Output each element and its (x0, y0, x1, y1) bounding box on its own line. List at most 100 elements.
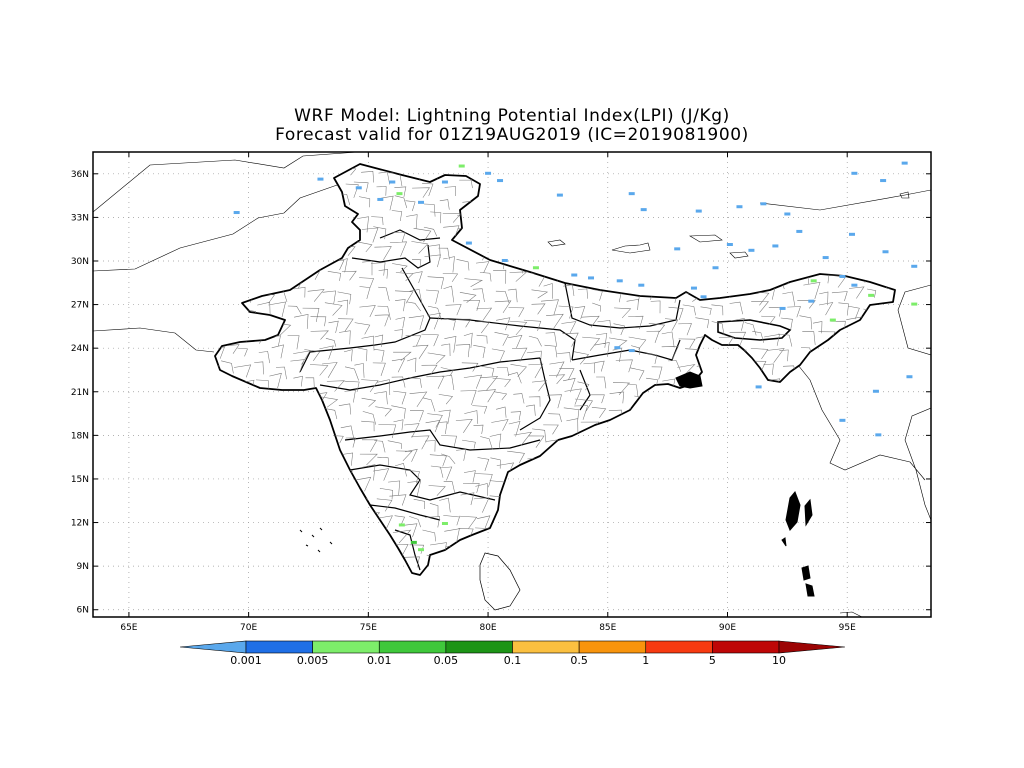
lpi-patch (616, 279, 623, 283)
lpi-patch (465, 241, 472, 245)
colorbar-swatch (578, 640, 647, 654)
lat-tick-label: 24N (71, 344, 89, 354)
lat-tick-label: 12N (71, 519, 89, 529)
lpi-patch (614, 346, 621, 350)
lpi-patch (760, 202, 767, 206)
lpi-patch (410, 540, 417, 544)
lakshadweep-islands (299, 527, 333, 553)
lpi-field (233, 161, 918, 552)
india-outline (214, 163, 896, 576)
lpi-patch (497, 179, 504, 183)
lake-outlines (547, 191, 910, 259)
lpi-patch (588, 276, 595, 280)
lpi-patch (674, 247, 681, 251)
colorbar-swatch (712, 640, 780, 654)
lat-tick-label: 21N (71, 388, 89, 398)
colorbar-label: 10 (772, 654, 786, 667)
lpi-patch (882, 250, 889, 254)
andaman-islands (781, 491, 815, 597)
lpi-patch (396, 192, 403, 196)
lpi-patch (695, 209, 702, 213)
lpi-patch (880, 179, 887, 183)
lpi-patch (839, 274, 846, 278)
lpi-patch (458, 164, 465, 168)
lat-tick-label: 27N (71, 301, 89, 311)
lpi-patch (398, 523, 405, 527)
colorbar-label: 0.01 (367, 654, 392, 667)
lpi-patch (872, 389, 879, 393)
colorbar-low-arrow (179, 640, 247, 654)
lpi-patch (906, 375, 913, 379)
lpi-patch (779, 306, 786, 310)
lat-tick-label: 15N (71, 475, 89, 485)
map-frame (92, 151, 932, 618)
lpi-patch (690, 286, 697, 290)
colorbar-label: 1 (642, 654, 649, 667)
lpi-patch (640, 208, 647, 212)
lpi-patch (628, 349, 635, 353)
lpi-patch (848, 232, 855, 236)
lpi-patch (441, 522, 448, 525)
lpi-patch (911, 264, 918, 268)
lpi-patch (638, 283, 645, 287)
map-title-line2: Forecast valid for 01Z19AUG2019 (IC=2019… (275, 125, 749, 145)
lon-tick-label: 70E (240, 623, 257, 633)
sri-lanka-outline (479, 552, 521, 611)
sundarbans-coast (675, 371, 703, 389)
lpi-patch (868, 293, 875, 297)
lpi-patch (851, 171, 858, 175)
lpi-patch (808, 299, 815, 303)
lon-tick-label: 75E (360, 623, 377, 633)
lon-tick-label: 90E (719, 623, 736, 633)
lpi-patch (796, 229, 803, 233)
colorbar-high-arrow (778, 640, 846, 654)
colorbar-label: 0.005 (297, 654, 329, 667)
lpi-patch (822, 256, 829, 260)
lpi-patch (755, 385, 762, 389)
lat-tick-label: 36N (71, 170, 89, 180)
lpi-patch (628, 192, 635, 196)
lpi-patch (712, 266, 719, 270)
lpi-patch (317, 177, 324, 181)
colorbar-label: 0.05 (434, 654, 459, 667)
lon-tick-label: 95E (839, 623, 856, 633)
lpi-patch (839, 418, 846, 422)
lpi-patch (748, 248, 755, 252)
lon-tick-label: 65E (120, 623, 137, 633)
lpi-patch (418, 200, 425, 204)
lat-tick-label: 30N (71, 257, 89, 267)
colorbar-swatch (512, 640, 580, 654)
map-title-line1: WRF Model: Lightning Potential Index(LPI… (294, 106, 730, 126)
lpi-patch (829, 318, 836, 322)
lpi-patch (418, 548, 425, 552)
lpi-patch (810, 279, 817, 283)
colorbar-label: 5 (709, 654, 716, 667)
lon-tick-label: 80E (479, 623, 496, 633)
lpi-patch (784, 212, 791, 216)
lat-tick-label: 33N (71, 213, 89, 223)
lpi-patch (233, 211, 240, 215)
lpi-patch (501, 258, 508, 262)
lpi-patch (441, 180, 448, 184)
lpi-patch (736, 205, 743, 209)
lat-tick-label: 18N (71, 431, 89, 441)
lat-tick-label: 9N (77, 562, 89, 572)
lpi-patch (851, 283, 858, 287)
lpi-patch (556, 193, 563, 197)
colorbar-swatch (245, 640, 313, 654)
lpi-patch (901, 161, 908, 165)
colorbar-swatch (645, 640, 713, 654)
colorbar-swatch (378, 640, 447, 654)
lpi-patch (700, 295, 707, 299)
lon-tick-label: 85E (599, 623, 616, 633)
geography (93, 152, 931, 617)
lpi-patch (911, 302, 918, 306)
colorbar-swatch (445, 640, 513, 654)
neighbour-borders (93, 152, 931, 617)
colorbar-label: 0.1 (504, 654, 522, 667)
lpi-patch (485, 171, 492, 175)
lpi-patch (377, 197, 384, 201)
lpi-patch (726, 243, 733, 246)
colorbar-label: 0.5 (570, 654, 588, 667)
